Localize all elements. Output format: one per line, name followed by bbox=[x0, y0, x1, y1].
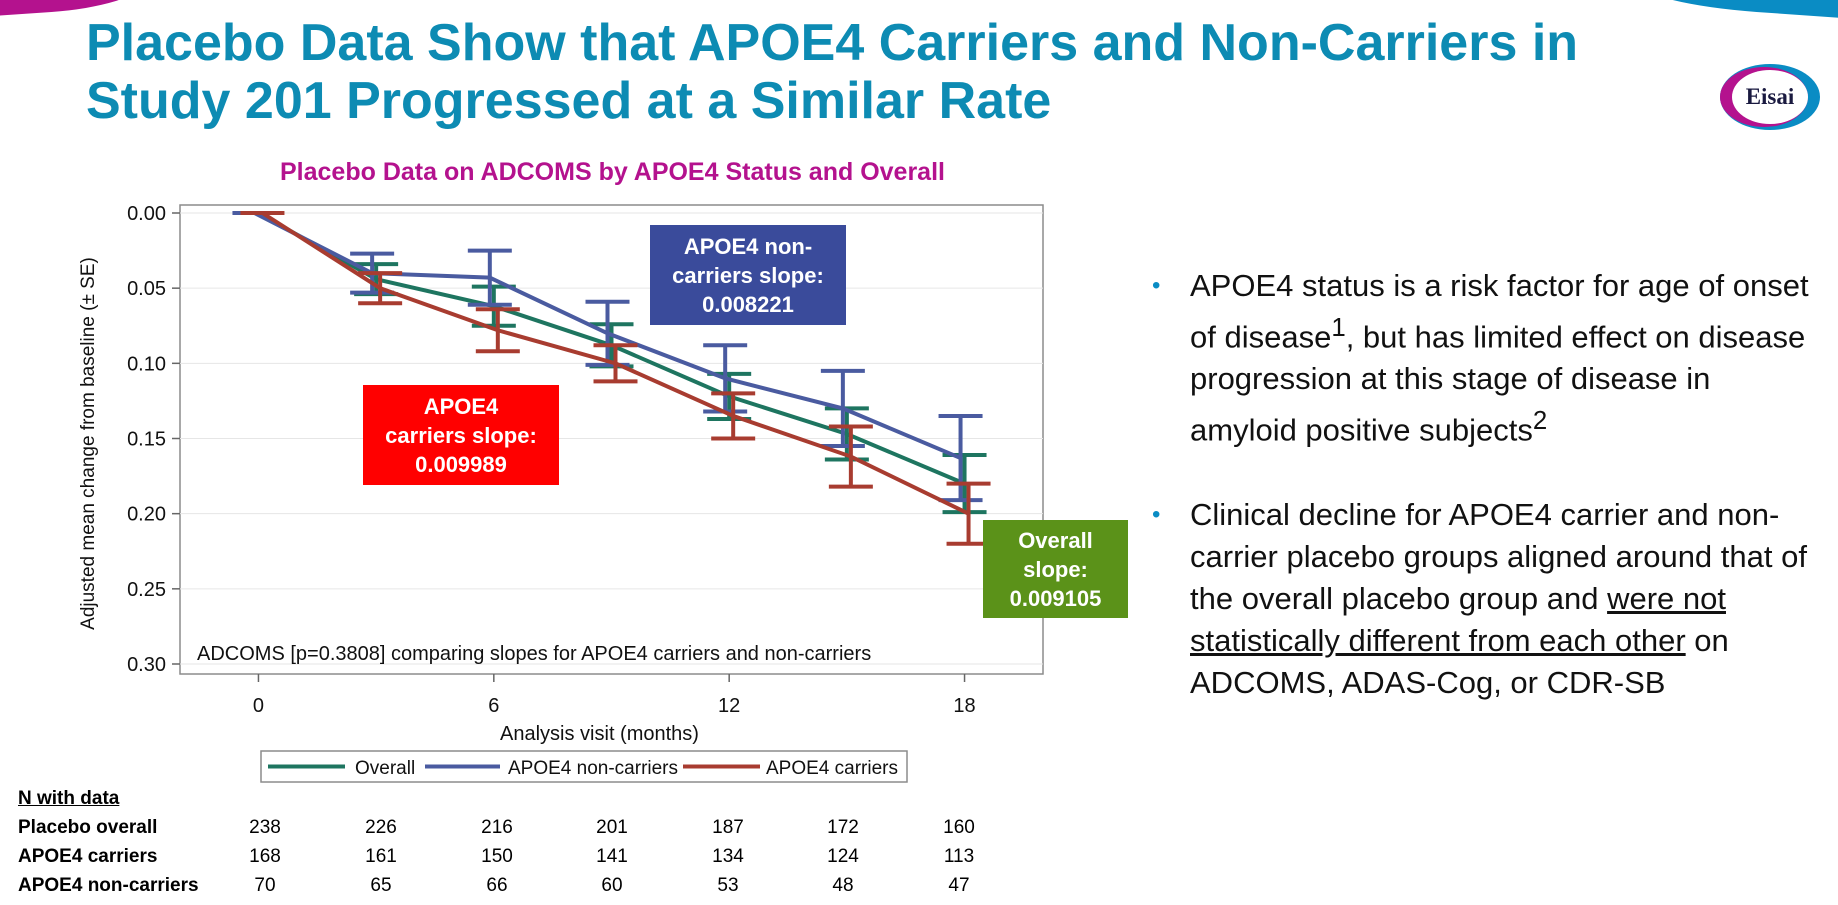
table-cell: 172 bbox=[827, 817, 859, 838]
table-cell: 201 bbox=[596, 817, 628, 838]
y-axis-label: Adjusted mean change from baseline (± SE… bbox=[78, 257, 99, 630]
row-label: APOE4 carriers bbox=[18, 846, 158, 867]
overall-slope-line-1: Overall bbox=[1018, 527, 1093, 553]
table-cell: 226 bbox=[365, 817, 397, 838]
bullet-item: • Clinical decline for APOE4 carrier and … bbox=[1152, 494, 1812, 704]
table-cell: 141 bbox=[596, 846, 628, 867]
y-tick-label: 0.15 bbox=[127, 429, 166, 451]
logo-text: Eisai bbox=[1745, 84, 1795, 109]
table-cell: 216 bbox=[481, 817, 513, 838]
table-cell: 53 bbox=[717, 875, 739, 896]
table-cell: 187 bbox=[712, 817, 744, 838]
chart-title: Placebo Data on ADCOMS by APOE4 Status a… bbox=[280, 158, 945, 186]
table-cell: 60 bbox=[601, 875, 623, 896]
legend-label: Overall bbox=[355, 758, 415, 779]
table-cell: 48 bbox=[832, 875, 854, 896]
table-header: N with data bbox=[18, 788, 120, 809]
table-cell: 150 bbox=[481, 846, 513, 867]
row-label: APOE4 non-carriers bbox=[18, 875, 199, 896]
noncarriers-slope-line-1: APOE4 non- bbox=[683, 233, 813, 259]
table-cell: 47 bbox=[948, 875, 970, 896]
table-row: APOE4 non-carriers 70 65 66 60 53 48 47 bbox=[18, 873, 1018, 899]
noncarriers-slope-value: 0.008221 bbox=[702, 291, 794, 317]
table-cell: 113 bbox=[943, 846, 975, 867]
bullet-list: • APOE4 status is a risk factor for age o… bbox=[1152, 265, 1812, 704]
carriers-slope-line-2: carriers slope: bbox=[385, 422, 537, 448]
eisai-logo: Eisai bbox=[1718, 61, 1822, 133]
table-cell: 161 bbox=[365, 846, 397, 867]
y-tick-label: 0.25 bbox=[127, 579, 166, 601]
legend-label: APOE4 carriers bbox=[766, 758, 898, 779]
legend-label: APOE4 non-carriers bbox=[508, 758, 678, 779]
row-label: Placebo overall bbox=[18, 817, 158, 838]
footnote-ref: 2 bbox=[1532, 407, 1548, 436]
carriers-slope-box: APOE4 carriers slope: 0.009989 bbox=[363, 385, 559, 485]
bullet-underlined-text: were not statistically different from ea… bbox=[1190, 580, 1726, 658]
table-cell: 134 bbox=[712, 846, 744, 867]
x-tick-label: 0 bbox=[253, 695, 264, 717]
bullet-text: , but has limited effect on disease prog… bbox=[1190, 319, 1806, 448]
x-tick-label: 12 bbox=[718, 695, 740, 717]
table-cell: 70 bbox=[254, 875, 276, 896]
overall-slope-value: 0.009105 bbox=[1009, 585, 1102, 611]
legend-box bbox=[260, 750, 908, 783]
table-cell: 160 bbox=[943, 817, 975, 838]
bullet-text: APOE4 status is a risk factor for age of… bbox=[1190, 268, 1809, 355]
table-header-row: N with data bbox=[18, 786, 1018, 812]
slide-title: Placebo Data Show that APOE4 Carriers an… bbox=[86, 14, 1579, 130]
carriers-slope-line-1: APOE4 bbox=[423, 393, 499, 419]
overall-slope-box: Overall slope: 0.009105 bbox=[983, 520, 1128, 618]
noncarriers-slope-line-2: carriers slope: bbox=[672, 262, 824, 288]
bullet-dot-icon: • bbox=[1152, 272, 1161, 299]
table-cell: 168 bbox=[249, 846, 281, 867]
x-axis-label: Analysis visit (months) bbox=[500, 723, 699, 745]
table-cell: 65 bbox=[370, 875, 392, 896]
y-tick-label: 0.05 bbox=[127, 278, 166, 300]
table-cell: 238 bbox=[249, 817, 281, 838]
bullet-item: • APOE4 status is a risk factor for age o… bbox=[1152, 265, 1812, 452]
bullet-dot-icon: • bbox=[1152, 500, 1161, 528]
bullet-text: Clinical decline for APOE4 carrier and n… bbox=[1190, 496, 1807, 616]
table-row: Placebo overall 238 226 216 201 187 172 … bbox=[18, 815, 1018, 841]
table-cell: 124 bbox=[827, 846, 859, 867]
plot-frame bbox=[179, 204, 1044, 675]
y-tick-label: 0.30 bbox=[127, 654, 166, 676]
chart-annotation: ADCOMS [p=0.3808] comparing slopes for A… bbox=[197, 643, 871, 665]
noncarriers-slope-box: APOE4 non- carriers slope: 0.008221 bbox=[650, 225, 846, 325]
x-tick-label: 6 bbox=[488, 695, 499, 717]
x-tick-label: 18 bbox=[953, 695, 975, 717]
carriers-slope-value: 0.009989 bbox=[415, 451, 507, 477]
y-tick-label: 0.20 bbox=[127, 504, 166, 526]
table-row: APOE4 carriers 168 161 150 141 134 124 1… bbox=[18, 844, 1018, 870]
table-cell: 66 bbox=[486, 875, 508, 896]
bullet-text: on ADCOMS, ADAS-Cog, or CDR-SB bbox=[1190, 622, 1729, 700]
y-tick-label: 0.10 bbox=[127, 353, 166, 375]
y-tick-label: 0.00 bbox=[127, 203, 166, 225]
footnote-ref: 1 bbox=[1331, 314, 1346, 342]
overall-slope-line-2: slope: bbox=[1023, 556, 1088, 582]
